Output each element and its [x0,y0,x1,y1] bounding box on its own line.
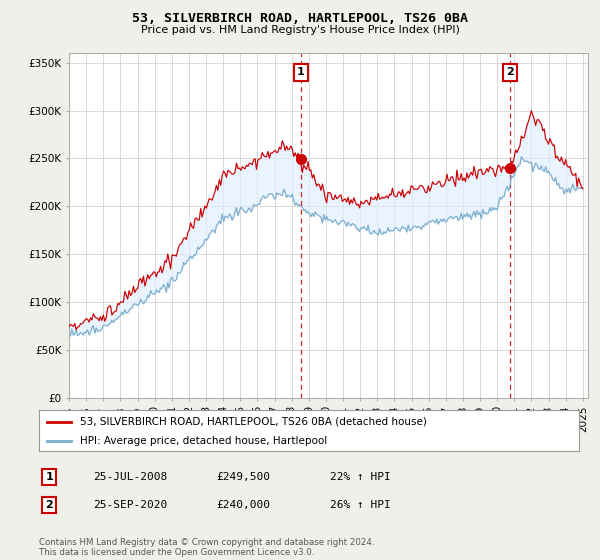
Text: £240,000: £240,000 [216,500,270,510]
Text: 22% ↑ HPI: 22% ↑ HPI [330,472,391,482]
Text: 2: 2 [46,500,53,510]
Text: 25-SEP-2020: 25-SEP-2020 [93,500,167,510]
Text: 26% ↑ HPI: 26% ↑ HPI [330,500,391,510]
Text: HPI: Average price, detached house, Hartlepool: HPI: Average price, detached house, Hart… [79,436,327,446]
Text: 1: 1 [297,67,305,77]
Text: Contains HM Land Registry data © Crown copyright and database right 2024.
This d: Contains HM Land Registry data © Crown c… [39,538,374,557]
Text: £249,500: £249,500 [216,472,270,482]
Text: 53, SILVERBIRCH ROAD, HARTLEPOOL, TS26 0BA: 53, SILVERBIRCH ROAD, HARTLEPOOL, TS26 0… [132,12,468,25]
Text: Price paid vs. HM Land Registry's House Price Index (HPI): Price paid vs. HM Land Registry's House … [140,25,460,35]
Text: 2: 2 [506,67,514,77]
Text: 25-JUL-2008: 25-JUL-2008 [93,472,167,482]
Text: 1: 1 [46,472,53,482]
Text: 53, SILVERBIRCH ROAD, HARTLEPOOL, TS26 0BA (detached house): 53, SILVERBIRCH ROAD, HARTLEPOOL, TS26 0… [79,417,427,427]
